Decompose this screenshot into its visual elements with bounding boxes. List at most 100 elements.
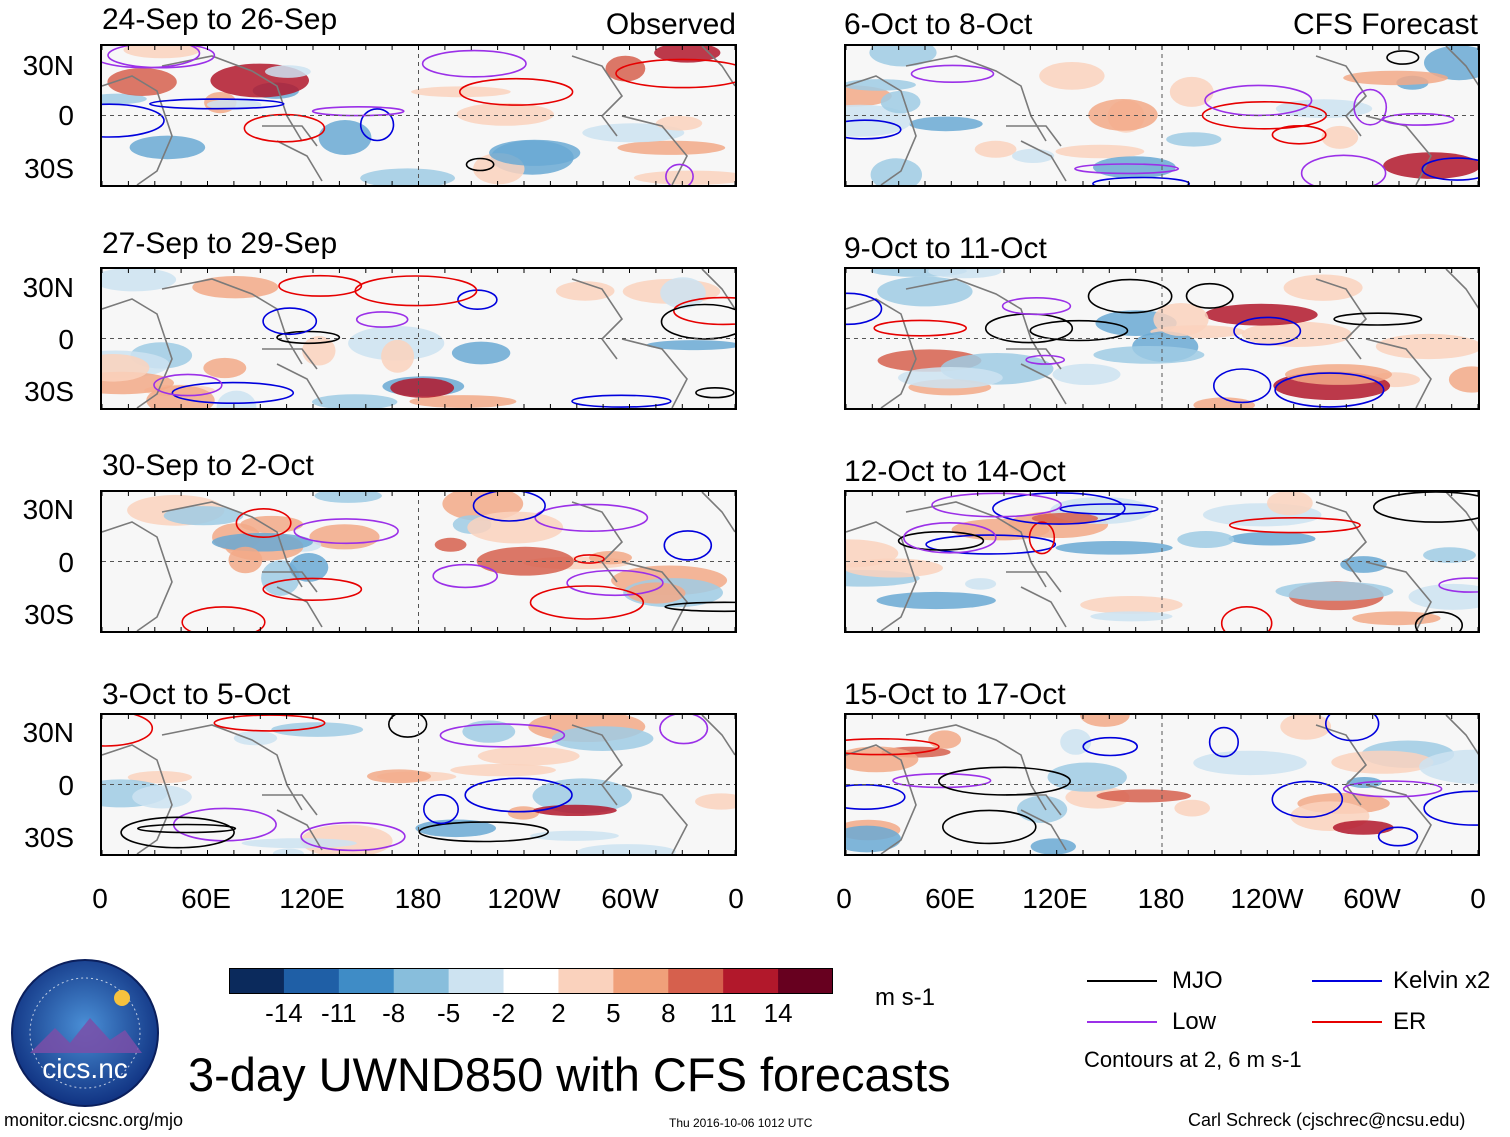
anomaly-contour [660, 303, 735, 340]
cfs-forecast-label: CFS Forecast [1292, 8, 1478, 41]
anomaly-shading [1166, 132, 1222, 147]
anomaly-shading [132, 785, 192, 809]
coastline [1315, 55, 1368, 137]
anomaly-shading [1275, 581, 1394, 601]
anomaly-contour [529, 585, 645, 620]
coastline [276, 140, 323, 182]
anomaly-shading [507, 806, 540, 820]
anomaly-shading [530, 830, 619, 841]
colorbar-block [613, 968, 669, 994]
anomaly-contour [942, 809, 1037, 845]
coastline [571, 501, 624, 583]
anomaly-contour [459, 77, 574, 106]
anomaly-shading [1424, 46, 1478, 81]
anomaly-shading [908, 116, 983, 132]
anomaly-contour [534, 503, 649, 532]
anomaly-contour [846, 292, 883, 326]
colorbar [229, 968, 833, 994]
map-panel-left-2 [100, 267, 737, 410]
anomaly-shading [646, 340, 735, 351]
anomaly-contour [846, 119, 902, 140]
anomaly-contour [910, 64, 995, 83]
wind-anomaly-map [846, 269, 1478, 408]
legend-er-line [1312, 1021, 1382, 1023]
anomaly-shading [1030, 838, 1076, 854]
anomaly-shading [367, 769, 431, 784]
anomaly-shading [1039, 62, 1105, 90]
anomaly-contour [1204, 84, 1313, 117]
anomaly-shading [409, 395, 517, 408]
anomaly-shading [1153, 303, 1209, 336]
anomaly-contour [663, 530, 713, 561]
coastline [161, 724, 303, 811]
anomaly-shading [1055, 541, 1173, 555]
anomaly-shading [462, 720, 516, 743]
anomaly-contour [992, 492, 1126, 525]
anomaly-contour [1325, 715, 1380, 742]
anomaly-shading [1090, 611, 1173, 622]
anomaly-contour [897, 531, 985, 551]
anomaly-contour [149, 98, 285, 110]
anomaly-contour [1082, 736, 1139, 757]
anomaly-shading [655, 116, 703, 131]
anomaly-contour [359, 108, 395, 142]
anomaly-shading [456, 103, 554, 126]
panel-title-right-4: 15-Oct to 17-Oct [844, 678, 1066, 711]
anomaly-shading [846, 746, 919, 773]
anomaly-contour [1074, 163, 1180, 175]
anomaly-contour [235, 507, 292, 538]
anomaly-contour [293, 518, 399, 545]
anomaly-contour [1228, 517, 1361, 534]
colorbar-tick-label: -11 [320, 998, 357, 1028]
colorbar-block [338, 968, 395, 994]
anomaly-shading [476, 546, 574, 576]
anomaly-shading [1055, 144, 1145, 159]
coastline [1445, 715, 1478, 755]
anomaly-contour [1185, 282, 1234, 309]
coastline [621, 784, 688, 854]
coastline [905, 55, 1047, 142]
coastline [1365, 561, 1432, 631]
anomaly-contour [1377, 826, 1419, 847]
anomaly-shading [928, 730, 962, 749]
anomaly-contour [457, 289, 498, 311]
lon-label: 0 [728, 883, 744, 914]
anomaly-contour [432, 563, 499, 589]
anomaly-shading [289, 553, 329, 582]
coastline [161, 278, 303, 365]
lon-label: 120E [1022, 883, 1088, 914]
anomaly-shading [127, 771, 192, 784]
anomaly-shading [654, 46, 721, 63]
colorbar-tick-label: 11 [709, 998, 737, 1028]
anomaly-shading [272, 848, 304, 854]
anomaly-shading [846, 79, 916, 91]
coastline [621, 561, 688, 631]
colorbar-tick-label: 2 [551, 998, 566, 1028]
anomaly-shading [627, 582, 686, 604]
anomaly-shading [880, 90, 921, 114]
anomaly-shading [974, 140, 1017, 158]
anomaly-contour [1333, 312, 1423, 326]
anomaly-contour [1414, 611, 1463, 631]
coastline [621, 338, 688, 408]
anomaly-shading [1321, 125, 1359, 149]
anomaly-shading [617, 140, 726, 155]
lat-label: 30S [24, 822, 74, 853]
anomaly-shading [1375, 333, 1478, 360]
anomaly-contour [1386, 50, 1420, 65]
coastline [1445, 492, 1478, 532]
anomaly-contour [418, 821, 550, 843]
anomaly-contour [695, 386, 735, 399]
coastline [1020, 140, 1067, 182]
coastline [276, 586, 323, 628]
anomaly-contour [903, 521, 997, 554]
anomaly-shading [434, 537, 467, 552]
figure-title: 3-day UWND850 with CFS forecasts [188, 1048, 951, 1101]
legend-mjo-line [1087, 980, 1157, 982]
anomaly-shading [1096, 789, 1192, 803]
anomaly-shading [381, 339, 415, 373]
coastline [262, 794, 318, 816]
anomaly-shading [1448, 366, 1478, 393]
coastline [1006, 571, 1062, 593]
anomaly-shading [241, 838, 357, 849]
